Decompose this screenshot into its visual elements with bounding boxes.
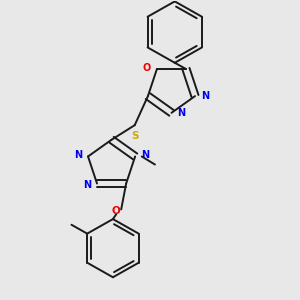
Text: N: N: [83, 179, 91, 190]
Text: O: O: [143, 63, 151, 74]
Text: N: N: [177, 108, 185, 118]
Text: S: S: [131, 131, 138, 141]
Text: N: N: [74, 151, 82, 160]
Text: N: N: [141, 151, 149, 160]
Text: O: O: [112, 206, 121, 216]
Text: N: N: [201, 91, 209, 101]
